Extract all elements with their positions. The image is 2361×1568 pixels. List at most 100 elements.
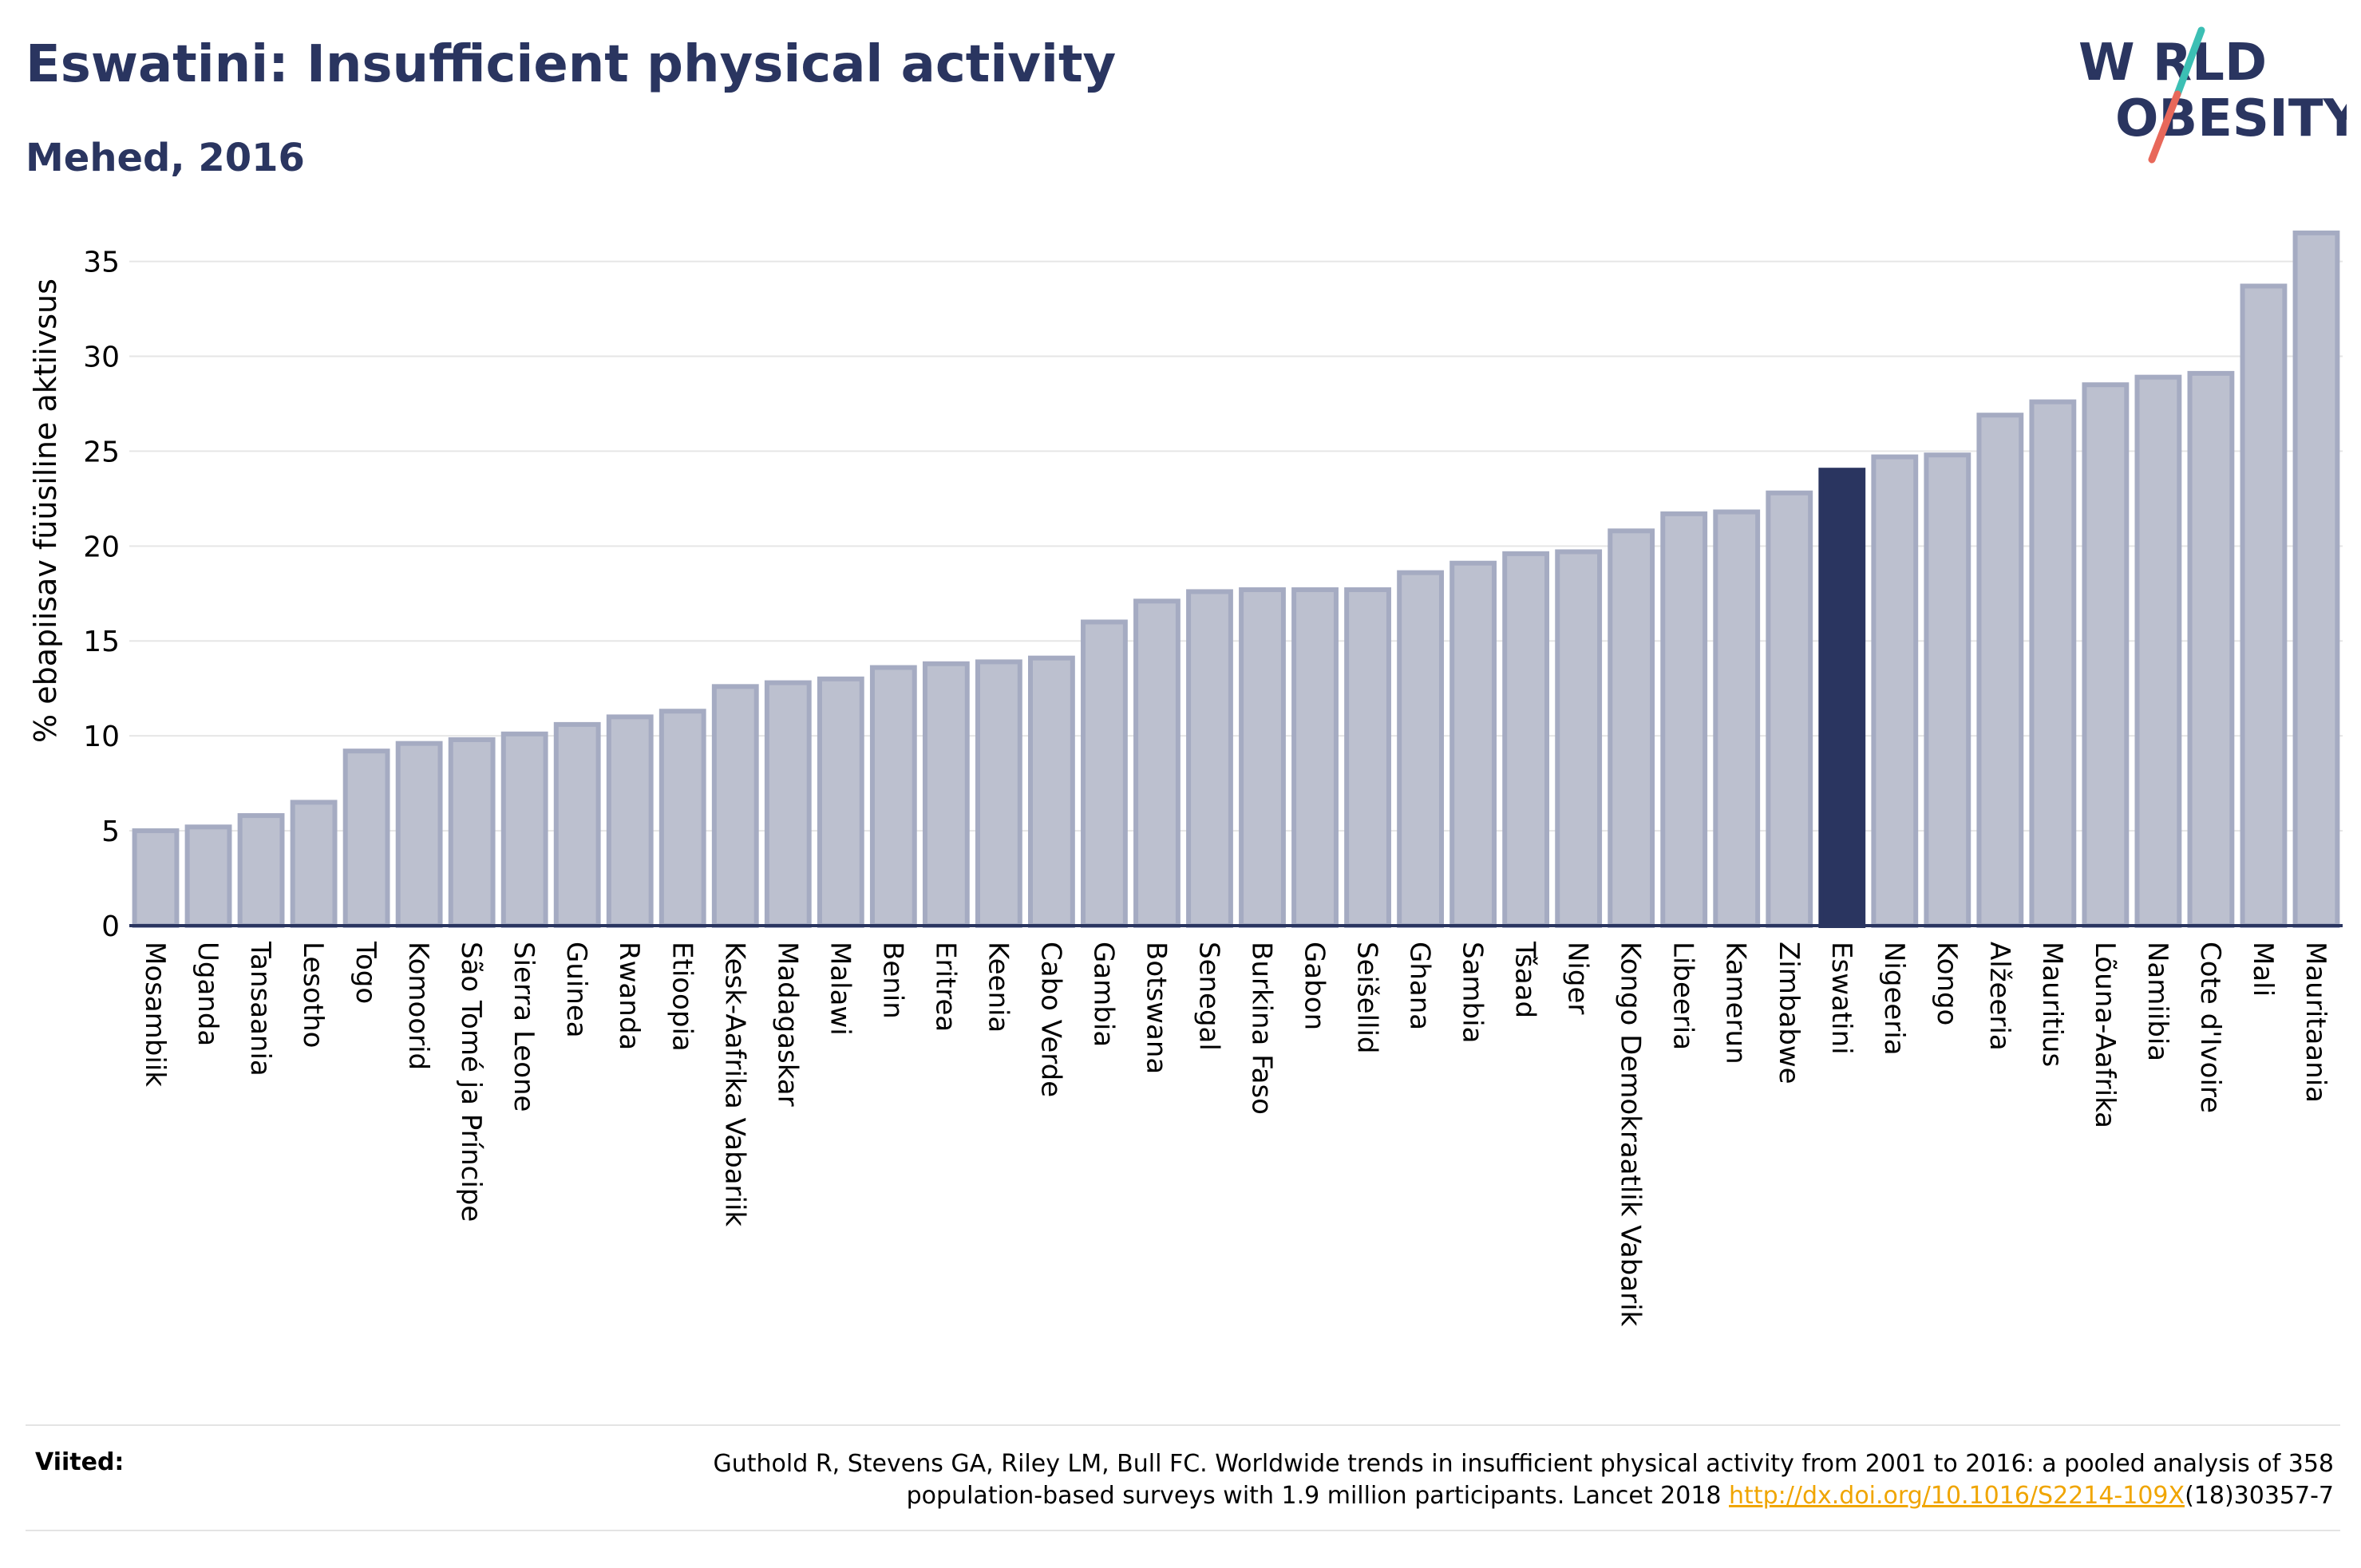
x-tick-label: Rwanda — [613, 942, 645, 1050]
bar-gambia — [1081, 619, 1128, 928]
x-tick-label: Kesk-Aafrika Vabariik — [718, 942, 750, 1226]
bar-mauritius — [2029, 399, 2077, 928]
bar-mali — [2240, 283, 2288, 928]
bar-libeeria — [1660, 511, 1708, 928]
chart-title: Eswatini: Insufficient physical activity — [26, 35, 1117, 94]
y-tick-label: 15 — [83, 626, 120, 658]
bar-kamerun — [1713, 509, 1761, 928]
x-tick-label: Komoorid — [402, 942, 434, 1070]
logo-slash-teal — [2173, 26, 2205, 98]
bar-niger — [1555, 549, 1603, 928]
bar-mosambiik — [132, 828, 180, 928]
sources-line2-prefix: population-based surveys with 1.9 millio… — [906, 1482, 1730, 1510]
x-tick-label: Cabo Verde — [1034, 942, 1066, 1097]
x-tick-label: Eritrea — [929, 942, 961, 1032]
x-tick-label: Tansaania — [244, 941, 276, 1076]
bar-zimbabwe — [1766, 490, 1813, 928]
x-tick-label: Mali — [2247, 942, 2279, 997]
x-tick-label: Namiibia — [2142, 942, 2173, 1061]
bar-malawi — [817, 676, 864, 928]
sources-label: Viited: — [35, 1448, 125, 1476]
bar-nigeeria — [1871, 454, 1919, 928]
x-tick-label: Libeeria — [1667, 942, 1699, 1050]
x-tick-label: Lesotho — [297, 942, 329, 1048]
x-tick-label: Malawi — [824, 942, 856, 1036]
bar-l-una-aafrika — [2082, 382, 2130, 928]
bar-etioopia — [658, 709, 706, 928]
bar-burkina-faso — [1239, 587, 1286, 928]
x-tick-label: Keenia — [982, 942, 1014, 1033]
x-tick-label: Sambia — [1457, 942, 1489, 1043]
bar-ghana — [1397, 570, 1444, 929]
logo-line1: W RLD — [2078, 34, 2267, 93]
x-tick-label: Eswatini — [1825, 942, 1857, 1055]
bar-s-o-tom-ja-pr-ncipe — [448, 737, 496, 929]
x-tick-label: Mauritius — [2036, 942, 2068, 1067]
bar-benin — [869, 665, 917, 928]
x-tick-label: Etioopia — [666, 942, 698, 1052]
y-tick-label: 35 — [83, 247, 120, 279]
x-tick-label: Uganda — [192, 942, 223, 1046]
x-tick-label: Madagaskar — [771, 942, 803, 1107]
bar-guinea — [553, 721, 601, 929]
logo-line2: OBESITY — [2115, 89, 2347, 148]
x-tick-label: Zimbabwe — [1773, 942, 1805, 1084]
bar-togo — [342, 748, 390, 929]
x-axis-labels: Mosambiik Uganda Tansaania Lesotho Togo Komoo… — [139, 941, 2331, 1327]
x-tick-label: Benin — [876, 942, 908, 1019]
bar-namiibia — [2134, 374, 2182, 929]
y-tick-label: 0 — [101, 910, 120, 943]
y-tick-label: 25 — [83, 436, 120, 468]
bar-cote-d-ivoire — [2187, 370, 2235, 928]
bar-cabo-verde — [1028, 655, 1075, 928]
x-tick-label: Mosambiik — [139, 942, 171, 1087]
sources-doi-link[interactable]: http://dx.doi.org/10.1016/S2214-109X — [1729, 1482, 2185, 1510]
x-tick-label: Tšaad — [1509, 941, 1541, 1018]
bar-rwanda — [606, 714, 654, 928]
x-tick-label: Sierra Leone — [508, 942, 540, 1112]
y-tick-label: 10 — [83, 721, 120, 753]
bar-t-aad — [1502, 551, 1550, 928]
bar-lesotho — [290, 800, 338, 928]
x-tick-label: Kongo — [1931, 942, 1963, 1025]
sources-line1: Guthold R, Stevens GA, Riley LM, Bull FC… — [713, 1450, 2334, 1478]
sources-text: Guthold R, Stevens GA, Riley LM, Bull FC… — [498, 1448, 2334, 1512]
x-tick-label: Gabon — [1299, 942, 1331, 1030]
sources-footer: Viited: Guthold R, Stevens GA, Riley LM,… — [26, 1424, 2340, 1531]
y-tick-label: 30 — [83, 341, 120, 373]
sources-line2-suffix: (18)30357-7 — [2185, 1482, 2334, 1510]
bar-mauritaania — [2292, 230, 2340, 928]
bar-komoorid — [395, 741, 443, 928]
bar-sei-ellid — [1344, 587, 1391, 928]
chart-subtitle: Mehed, 2016 — [26, 136, 305, 180]
bar-senegal — [1186, 589, 1233, 928]
bar-chart: 0 5 10 15 20 25 30 35 Mosambiik Uganda Tansaania L… — [28, 230, 2343, 1327]
logo-slash-coral — [2148, 90, 2181, 164]
bar-eswatini — [1818, 468, 1866, 928]
x-tick-label: Kongo Demokraatlik Vabarik — [1615, 942, 1647, 1327]
x-tick-label: São Tomé ja Príncipe — [455, 942, 487, 1222]
bar-tansaania — [237, 813, 285, 929]
bar-keenia — [975, 659, 1022, 928]
x-tick-label: Togo — [350, 941, 382, 1004]
x-tick-label: Senegal — [1192, 942, 1224, 1051]
grid-lines — [129, 260, 2343, 832]
bars — [132, 230, 2340, 929]
x-tick-label: Lõuna-Aafrika — [2089, 942, 2121, 1128]
y-axis-label: % ebapiisav füüsiline aktiivsus — [28, 278, 63, 743]
x-tick-label: Burkina Faso — [1246, 942, 1278, 1115]
x-tick-label: Guinea — [560, 942, 592, 1038]
bar-kongo — [1924, 452, 1971, 928]
bar-al-eeria — [1976, 413, 2024, 928]
y-tick-label: 5 — [101, 816, 120, 848]
x-tick-label: Gambia — [1087, 942, 1119, 1047]
bar-sierra-leone — [500, 731, 548, 929]
bar-madagaskar — [764, 680, 812, 928]
bar-botswana — [1133, 598, 1180, 928]
bar-eritrea — [922, 661, 970, 929]
bar-gabon — [1291, 587, 1339, 928]
bar-kongo-demokraatlik-vabarik — [1608, 528, 1655, 928]
x-tick-label: Alžeeria — [1983, 942, 2015, 1051]
x-tick-label: Ghana — [1404, 942, 1436, 1030]
x-tick-label: Mauritaania — [2300, 942, 2331, 1103]
